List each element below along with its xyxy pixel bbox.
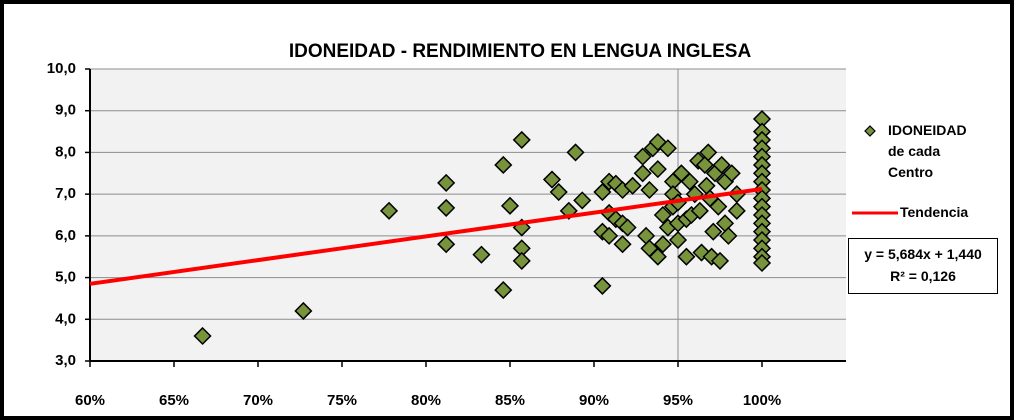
x-tick-label: 70% bbox=[243, 392, 273, 409]
point bbox=[648, 247, 667, 266]
point bbox=[512, 251, 531, 270]
point bbox=[593, 182, 612, 202]
point bbox=[710, 251, 730, 270]
point bbox=[658, 139, 677, 158]
point bbox=[494, 155, 513, 175]
point bbox=[653, 205, 672, 225]
point bbox=[680, 172, 699, 191]
point bbox=[719, 226, 738, 245]
trend-line bbox=[89, 186, 763, 286]
y-tick-label: 7,0 bbox=[55, 185, 76, 202]
point bbox=[618, 218, 637, 237]
point bbox=[600, 226, 619, 245]
x-tick-label: 100% bbox=[743, 392, 781, 409]
point bbox=[193, 326, 212, 346]
point bbox=[472, 245, 491, 264]
point bbox=[653, 235, 672, 254]
equation-box: y = 5,684x + 1,440 R² = 0,126 bbox=[848, 238, 998, 294]
point bbox=[699, 143, 718, 162]
point bbox=[559, 201, 578, 220]
legend-scatter: IDONEIDAD de cada Centro bbox=[888, 122, 967, 180]
legend-trend: Tendencia bbox=[900, 204, 969, 220]
point bbox=[648, 160, 667, 179]
point bbox=[613, 235, 632, 254]
y-tick-label: 10,0 bbox=[47, 60, 76, 77]
x-tick-label: 75% bbox=[327, 392, 357, 409]
point bbox=[668, 230, 688, 250]
point bbox=[437, 235, 456, 254]
point bbox=[437, 198, 456, 217]
point bbox=[512, 130, 531, 149]
equation: y = 5,684x + 1,440 bbox=[864, 246, 982, 262]
point bbox=[692, 243, 711, 262]
point bbox=[752, 253, 772, 273]
point bbox=[677, 247, 696, 266]
point bbox=[704, 222, 723, 241]
point bbox=[549, 182, 568, 202]
chart-title: IDONEIDAD - RENDIMIENTO EN LENGUA INGLES… bbox=[289, 41, 752, 62]
x-tick-label: 65% bbox=[159, 392, 189, 409]
point bbox=[593, 276, 612, 295]
point bbox=[722, 164, 741, 183]
x-tick-label: 85% bbox=[495, 392, 525, 409]
point bbox=[573, 191, 592, 210]
point bbox=[494, 281, 513, 300]
y-tick-label: 9,0 bbox=[55, 102, 76, 119]
legend-marker bbox=[864, 125, 876, 137]
y-tick-label: 8,0 bbox=[55, 143, 76, 160]
r-squared: R² = 0,126 bbox=[890, 268, 956, 284]
x-tick-label: 60% bbox=[75, 392, 105, 409]
point bbox=[623, 176, 642, 195]
point bbox=[712, 155, 731, 175]
point bbox=[690, 201, 709, 220]
point bbox=[709, 197, 728, 216]
point bbox=[685, 185, 704, 204]
y-tick-label: 5,0 bbox=[55, 269, 76, 286]
point bbox=[379, 201, 399, 220]
y-tick-label: 6,0 bbox=[55, 227, 76, 244]
point bbox=[566, 143, 585, 162]
y-tick-label: 4,0 bbox=[55, 310, 76, 327]
point bbox=[437, 173, 456, 192]
point bbox=[727, 201, 746, 220]
plot-area bbox=[90, 69, 846, 361]
point bbox=[633, 164, 652, 183]
y-tick-label: 3,0 bbox=[55, 352, 76, 369]
point bbox=[294, 301, 313, 321]
x-tick-label: 95% bbox=[663, 392, 693, 409]
point bbox=[500, 196, 520, 215]
x-tick-label: 80% bbox=[411, 392, 441, 409]
x-tick-label: 90% bbox=[579, 392, 609, 409]
point bbox=[695, 155, 714, 175]
point bbox=[542, 170, 562, 189]
point bbox=[640, 180, 659, 200]
